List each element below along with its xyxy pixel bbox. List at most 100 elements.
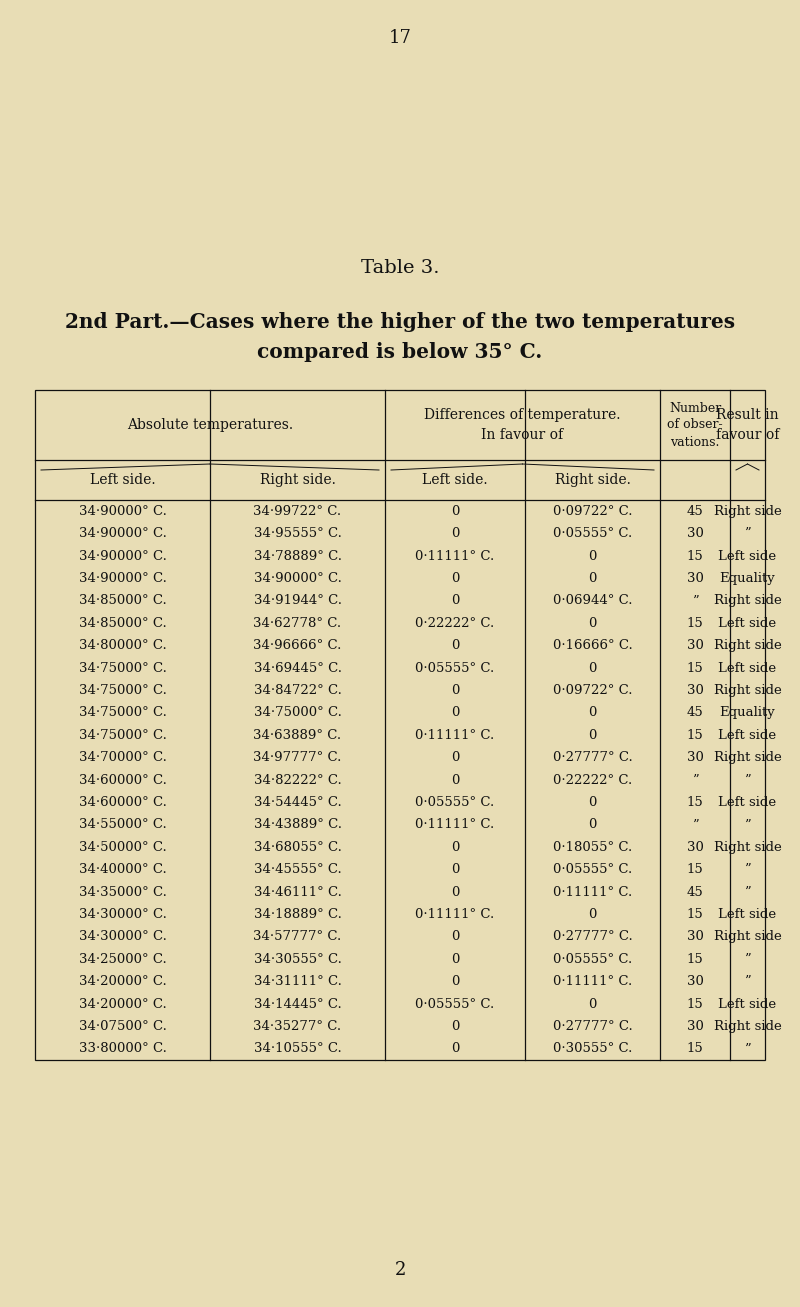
Text: 34·99722° C.: 34·99722° C. (254, 505, 342, 518)
Text: Left side: Left side (718, 997, 777, 1010)
Text: 15: 15 (686, 953, 703, 966)
Text: 0: 0 (588, 908, 597, 921)
Text: 34·35000° C.: 34·35000° C. (78, 886, 166, 898)
Text: Right side: Right side (714, 931, 782, 944)
Text: Table 3.: Table 3. (361, 259, 439, 277)
Text: 30: 30 (686, 1019, 703, 1033)
Text: Right side: Right side (714, 505, 782, 518)
Text: 15: 15 (686, 1042, 703, 1055)
Text: Left side: Left side (718, 661, 777, 674)
Text: 34·10555° C.: 34·10555° C. (254, 1042, 342, 1055)
Text: 0: 0 (451, 706, 459, 719)
Text: ”: ” (744, 818, 751, 831)
Text: 0·27777° C.: 0·27777° C. (553, 931, 632, 944)
Text: 0: 0 (588, 661, 597, 674)
Text: ”: ” (744, 886, 751, 898)
Text: 0·11111° C.: 0·11111° C. (553, 886, 632, 898)
Text: 0: 0 (451, 774, 459, 787)
Text: 34·69445° C.: 34·69445° C. (254, 661, 342, 674)
Text: 34·75000° C.: 34·75000° C. (78, 661, 166, 674)
Text: 17: 17 (389, 29, 411, 47)
Text: 0: 0 (451, 572, 459, 586)
Text: ”: ” (744, 774, 751, 787)
Text: 34·30000° C.: 34·30000° C. (78, 908, 166, 921)
Text: 0·11111° C.: 0·11111° C. (553, 975, 632, 988)
Text: 34·63889° C.: 34·63889° C. (254, 729, 342, 741)
Text: 0·11111° C.: 0·11111° C. (415, 549, 494, 562)
Text: ”: ” (744, 1042, 751, 1055)
Text: 34·90000° C.: 34·90000° C. (78, 505, 166, 518)
Text: 0·05555° C.: 0·05555° C. (415, 661, 494, 674)
Text: 34·75000° C.: 34·75000° C. (78, 729, 166, 741)
Text: Right side: Right side (714, 752, 782, 765)
Text: 0: 0 (588, 617, 597, 630)
Text: 0·27777° C.: 0·27777° C. (553, 1019, 632, 1033)
Text: 34·91944° C.: 34·91944° C. (254, 595, 342, 608)
Text: 45: 45 (686, 706, 703, 719)
Text: 34·82222° C.: 34·82222° C. (254, 774, 342, 787)
Text: Right side: Right side (714, 595, 782, 608)
Text: 15: 15 (686, 549, 703, 562)
Text: 0: 0 (588, 997, 597, 1010)
Text: 0·09722° C.: 0·09722° C. (553, 505, 632, 518)
Text: 33·80000° C.: 33·80000° C. (78, 1042, 166, 1055)
Text: 15: 15 (686, 908, 703, 921)
Text: 15: 15 (686, 863, 703, 876)
Text: Left side: Left side (718, 729, 777, 741)
Text: Result in
favour of: Result in favour of (716, 408, 779, 442)
Text: 0·16666° C.: 0·16666° C. (553, 639, 632, 652)
Text: 0·06944° C.: 0·06944° C. (553, 595, 632, 608)
Text: 34·75000° C.: 34·75000° C. (254, 706, 342, 719)
Text: 34·45555° C.: 34·45555° C. (254, 863, 342, 876)
Text: 0: 0 (451, 975, 459, 988)
Text: 34·62778° C.: 34·62778° C. (254, 617, 342, 630)
Text: Left side: Left side (718, 908, 777, 921)
Text: 0: 0 (451, 840, 459, 853)
Text: 34·30555° C.: 34·30555° C. (254, 953, 342, 966)
Text: 34·20000° C.: 34·20000° C. (78, 975, 166, 988)
Text: 34·07500° C.: 34·07500° C. (78, 1019, 166, 1033)
Text: 0: 0 (451, 595, 459, 608)
Text: 0: 0 (588, 706, 597, 719)
Text: 0: 0 (451, 684, 459, 697)
Text: 0·11111° C.: 0·11111° C. (415, 908, 494, 921)
Text: 2nd Part.—Cases where the higher of the two temperatures: 2nd Part.—Cases where the higher of the … (65, 312, 735, 332)
Text: compared is below 35° C.: compared is below 35° C. (258, 342, 542, 362)
Text: 45: 45 (686, 505, 703, 518)
Text: 34·25000° C.: 34·25000° C. (78, 953, 166, 966)
Text: Equality: Equality (720, 572, 775, 586)
Text: 30: 30 (686, 639, 703, 652)
Text: 0·18055° C.: 0·18055° C. (553, 840, 632, 853)
Text: 0: 0 (451, 1042, 459, 1055)
Text: 34·80000° C.: 34·80000° C. (78, 639, 166, 652)
Text: ”: ” (692, 818, 698, 831)
Text: 45: 45 (686, 886, 703, 898)
Text: 0: 0 (451, 886, 459, 898)
Text: 34·31111° C.: 34·31111° C. (254, 975, 342, 988)
Text: Left side: Left side (718, 549, 777, 562)
Text: 34·60000° C.: 34·60000° C. (78, 774, 166, 787)
Text: 0·11111° C.: 0·11111° C. (415, 729, 494, 741)
Text: 34·75000° C.: 34·75000° C. (78, 706, 166, 719)
Text: Equality: Equality (720, 706, 775, 719)
Text: ”: ” (692, 774, 698, 787)
Text: 30: 30 (686, 572, 703, 586)
Text: Number
of obser-
vations.: Number of obser- vations. (667, 401, 723, 448)
Text: ”: ” (744, 527, 751, 540)
Text: 15: 15 (686, 997, 703, 1010)
Text: 34·60000° C.: 34·60000° C. (78, 796, 166, 809)
Text: 34·18889° C.: 34·18889° C. (254, 908, 342, 921)
Text: Left side: Left side (718, 796, 777, 809)
Text: 0·09722° C.: 0·09722° C. (553, 684, 632, 697)
Text: 34·43889° C.: 34·43889° C. (254, 818, 342, 831)
Text: 30: 30 (686, 684, 703, 697)
Text: 34·97777° C.: 34·97777° C. (254, 752, 342, 765)
Text: 34·14445° C.: 34·14445° C. (254, 997, 342, 1010)
Text: 34·90000° C.: 34·90000° C. (254, 572, 342, 586)
Text: 34·96666° C.: 34·96666° C. (254, 639, 342, 652)
Text: 0·22222° C.: 0·22222° C. (553, 774, 632, 787)
Text: 0: 0 (588, 729, 597, 741)
Text: 2: 2 (394, 1261, 406, 1280)
Text: 0·05555° C.: 0·05555° C. (415, 997, 494, 1010)
Text: 15: 15 (686, 796, 703, 809)
